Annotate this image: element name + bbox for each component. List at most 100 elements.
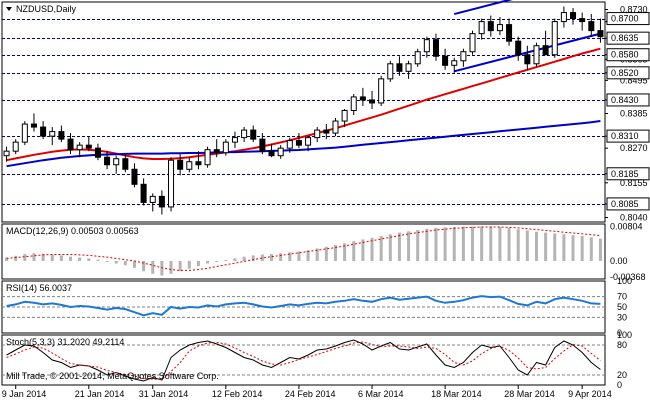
candle[interactable] <box>414 51 421 65</box>
candle[interactable] <box>524 54 531 65</box>
macd-histogram-bar <box>196 260 200 267</box>
candle[interactable] <box>158 195 165 208</box>
candle[interactable] <box>3 150 10 157</box>
candle[interactable] <box>149 195 156 203</box>
level-label-box <box>606 93 650 107</box>
candle[interactable] <box>542 45 549 56</box>
date-axis-label: 18 Mar 2014 <box>431 389 482 399</box>
candle[interactable] <box>506 24 513 42</box>
candle[interactable] <box>432 39 439 57</box>
candle[interactable] <box>442 55 449 66</box>
candle[interactable] <box>186 161 193 170</box>
candle[interactable] <box>21 123 28 143</box>
main-pane-frame <box>1 1 606 223</box>
candle[interactable] <box>76 144 83 151</box>
stoch-axis-label: 100 <box>617 330 632 340</box>
candle[interactable] <box>250 129 257 140</box>
candle[interactable] <box>350 96 357 111</box>
candle[interactable] <box>40 126 47 137</box>
candle[interactable] <box>30 123 37 128</box>
candle[interactable] <box>369 99 376 104</box>
candle[interactable] <box>94 147 101 158</box>
candle[interactable] <box>286 140 293 149</box>
candle[interactable] <box>405 63 412 72</box>
candle[interactable] <box>451 60 458 66</box>
candle[interactable] <box>305 137 312 146</box>
candle[interactable] <box>241 129 248 139</box>
macd-histogram-bar <box>544 232 548 261</box>
candle[interactable] <box>396 63 403 72</box>
candle[interactable] <box>460 51 467 62</box>
candle[interactable] <box>579 18 586 23</box>
candle[interactable] <box>314 129 321 139</box>
candle[interactable] <box>140 183 147 203</box>
candle[interactable] <box>588 21 595 32</box>
macd-pane-frame <box>1 223 606 280</box>
candle[interactable] <box>204 149 211 166</box>
candle[interactable] <box>268 150 275 157</box>
candle[interactable] <box>122 158 129 170</box>
candle[interactable] <box>570 12 577 20</box>
candle[interactable] <box>551 21 558 56</box>
date-axis-label: 6 Mar 2014 <box>358 389 404 399</box>
candle[interactable] <box>341 109 348 122</box>
candle[interactable] <box>85 144 92 149</box>
candle[interactable] <box>423 39 430 53</box>
copyright-text: Mill Trade, © 2001-2014, MetaQuotes Soft… <box>6 371 219 381</box>
candle[interactable] <box>231 137 238 143</box>
candle[interactable] <box>113 158 120 166</box>
level-label-box <box>606 48 650 62</box>
macd-axis-label: 0.00 <box>610 256 628 266</box>
candle[interactable] <box>222 141 229 154</box>
candle[interactable] <box>67 138 74 151</box>
macd-axis-label: -0.00368 <box>610 272 646 282</box>
date-axis-label: 21 Jan 2014 <box>75 389 125 399</box>
candle[interactable] <box>295 140 302 146</box>
candle[interactable] <box>515 40 522 56</box>
candle[interactable] <box>58 131 65 140</box>
date-axis-label: 12 Feb 2014 <box>212 389 263 399</box>
candle[interactable] <box>597 30 604 38</box>
candle[interactable] <box>49 131 56 137</box>
macd-histogram-bar <box>516 229 520 261</box>
candle[interactable] <box>469 33 476 53</box>
candle[interactable] <box>195 161 202 166</box>
macd-histogram-bar <box>489 226 493 261</box>
macd-histogram-bar <box>534 231 538 261</box>
candle[interactable] <box>12 141 19 152</box>
date-axis-label: 28 Mar 2014 <box>504 389 555 399</box>
level-label-text: 0.8185 <box>611 169 639 179</box>
candle[interactable] <box>177 159 184 170</box>
macd-histogram-bar <box>343 243 347 261</box>
macd-histogram-bar <box>151 260 155 274</box>
candle[interactable] <box>259 138 266 152</box>
level-label-box <box>606 12 650 26</box>
macd-histogram-bar <box>352 241 356 261</box>
candle[interactable] <box>496 24 503 32</box>
macd-histogram-bar <box>452 227 456 261</box>
candle[interactable] <box>277 147 284 157</box>
date-axis-label: 31 Jan 2014 <box>139 389 189 399</box>
candle[interactable] <box>560 12 567 23</box>
candle[interactable] <box>323 129 330 134</box>
macd-histogram-bar <box>397 232 401 261</box>
candle[interactable] <box>359 96 366 101</box>
triangle-down-icon[interactable] <box>6 7 12 11</box>
candle[interactable] <box>478 21 485 35</box>
macd-histogram-bar <box>169 260 173 274</box>
candle[interactable] <box>533 45 540 65</box>
macd-histogram-bar <box>251 255 255 261</box>
candle[interactable] <box>378 78 385 104</box>
candle[interactable] <box>387 63 394 80</box>
price-axis-label: 0.8385 <box>620 109 648 119</box>
candle[interactable] <box>213 149 220 154</box>
candle[interactable] <box>104 156 111 166</box>
candle[interactable] <box>131 168 138 185</box>
candle[interactable] <box>332 120 339 134</box>
candle[interactable] <box>168 159 175 208</box>
macd-label: MACD(12,26,9) 0.00503 0.00563 <box>6 226 139 236</box>
candle[interactable] <box>487 21 494 32</box>
macd-histogram-bar <box>260 254 264 261</box>
